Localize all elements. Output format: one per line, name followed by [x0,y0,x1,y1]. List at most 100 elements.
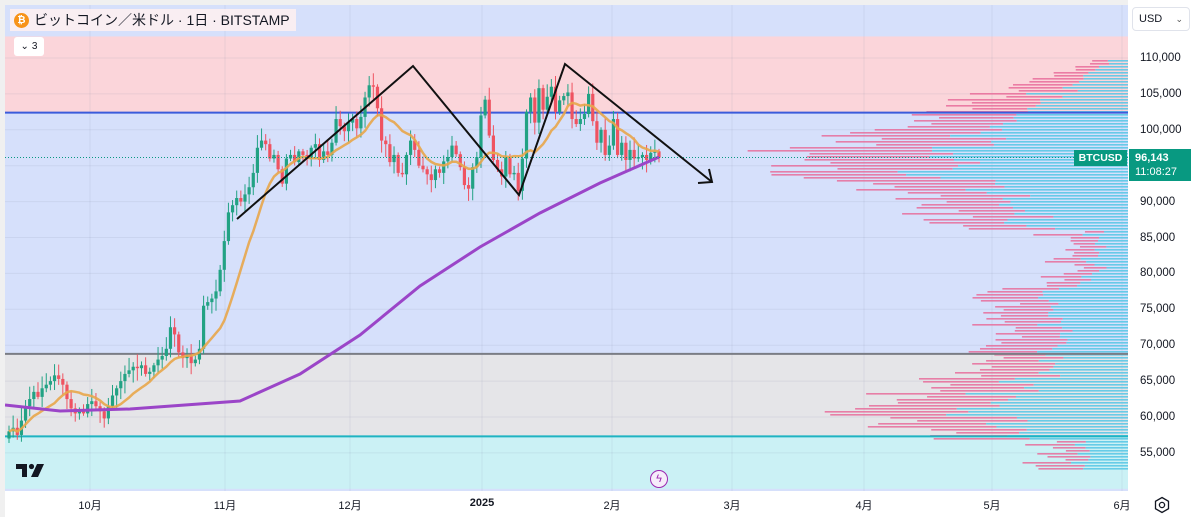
volume-profile-bar-sell [1053,72,1089,74]
volume-profile-bar-buy [1066,342,1128,344]
volume-profile-bar-sell [958,210,1025,212]
currency-selector[interactable]: USD ⌄ [1132,7,1190,31]
volume-profile-bar-buy [1058,288,1128,290]
volume-profile-bar-sell [911,114,1017,116]
candle-body [425,169,429,175]
currency-label: USD [1139,13,1163,25]
volume-profile-bar-sell [907,126,990,128]
price-axis[interactable]: 110,000 105,000 100,000 90,000 85,000 80,000 7… [1128,0,1200,517]
volume-profile-bar-buy [1004,186,1128,188]
candle-body [371,85,375,87]
volume-profile-bar-buy [1072,330,1128,332]
price-tick-label: 110,000 [1140,52,1181,64]
volume-profile-bar-sell [804,159,955,161]
volume-profile-bar-buy [1037,351,1128,353]
candle-body [483,99,487,116]
candle-body [36,391,40,397]
candle-body [264,140,268,145]
tradingview-logo[interactable] [16,462,50,478]
candle-body [201,305,206,349]
candle-body [280,169,284,184]
price-tick-label: 85,000 [1140,231,1176,244]
candle-body [40,388,44,397]
candle-body [640,154,645,158]
volume-profile-bar-buy [1063,357,1128,359]
candle-body [632,149,636,159]
candle-body [342,126,346,132]
volume-profile-bar-sell [946,105,1036,107]
candle-body [226,212,231,242]
volume-profile-bar-sell [972,297,1039,299]
volume-profile-bar-buy [1016,120,1128,122]
volume-profile-bar-buy [1099,270,1128,272]
price-tick-label: 55,000 [1140,446,1176,459]
volume-profile-bar-sell [1084,231,1104,233]
volume-profile-bar-buy [965,189,1128,191]
candle-body [313,144,317,148]
candle-body [595,121,599,143]
volume-profile-bar-sell [976,294,1044,296]
candle-body [351,119,355,123]
chart-plot-area[interactable] [5,5,1128,491]
volume-profile-bar-buy [1095,69,1128,71]
volume-profile-bar-sell [878,423,987,425]
candlestick-chart[interactable] [5,5,1128,491]
volume-profile-bar-sell [1006,96,1063,98]
indicators-collapse-button[interactable]: ⌄ 3 [14,37,44,56]
volume-profile-bar-buy [1062,87,1128,89]
candle-body [620,142,624,155]
volume-profile-bar-buy [1026,225,1128,227]
price-zone [5,112,1128,354]
settings-icon[interactable] [1153,496,1171,514]
candle-body [288,154,293,159]
candle-body [247,187,251,195]
time-tick-label: 12月 [338,500,362,512]
volume-profile-bar-buy [1049,369,1128,371]
lightning-icon[interactable]: ϟ [650,470,668,488]
volume-profile-bar-sell [1064,279,1091,281]
time-axis[interactable]: 10月 11月 12月 2025 2月 3月 4月 5月 6月 [5,491,1131,517]
volume-profile-bar-buy [1062,96,1128,98]
volume-profile-bar-sell [1075,66,1099,68]
candle-body [549,86,553,97]
volume-profile-bar-buy [1027,108,1128,110]
candle-body [197,348,202,360]
volume-profile-bar-sell [995,333,1061,335]
candle-body [272,154,276,159]
candle-body [421,165,425,170]
volume-profile-bar-sell [981,375,1061,377]
candle-body [466,185,471,189]
volume-profile-bar-sell [1083,267,1107,269]
volume-profile-bar-buy [1033,384,1128,386]
volume-profile-bar-buy [993,144,1128,146]
candle-body [545,96,549,110]
volume-profile-bar-sell [824,411,969,413]
volume-profile-bar-buy [1053,309,1128,311]
volume-profile-bar-sell [1052,447,1086,449]
symbol-legend[interactable]: ₿ ビットコイン／米ドル · 1日 · BITSTAMP [10,9,296,31]
time-tick-label: 6月 [1113,500,1131,512]
volume-profile-bar-buy [1092,273,1128,275]
candle-body [491,135,495,160]
candle-body [230,205,235,213]
volume-profile-bar-sell [855,408,957,410]
volume-profile-bar-buy [1074,444,1128,446]
volume-profile-bar-sell [770,171,898,173]
candle-body [61,378,65,385]
volume-profile-bar-buy [1014,378,1128,380]
volume-profile-bar-buy [986,423,1128,425]
volume-profile-bar-sell [971,102,1041,104]
candle-body [334,119,338,143]
volume-profile-bar-buy [1058,303,1128,305]
volume-profile-bar-buy [1099,237,1128,239]
volume-profile-bar-sell [986,360,1039,362]
candle-body [144,365,148,374]
volume-profile-bar-sell [902,213,1015,215]
volume-profile-bar-sell [927,396,1016,398]
candle-body [185,355,189,359]
candle-body [322,151,326,160]
volume-profile-bar-sell [821,135,951,137]
candle-body [346,122,351,132]
time-tick-label: 2025 [469,497,495,509]
candle-body [259,140,264,148]
